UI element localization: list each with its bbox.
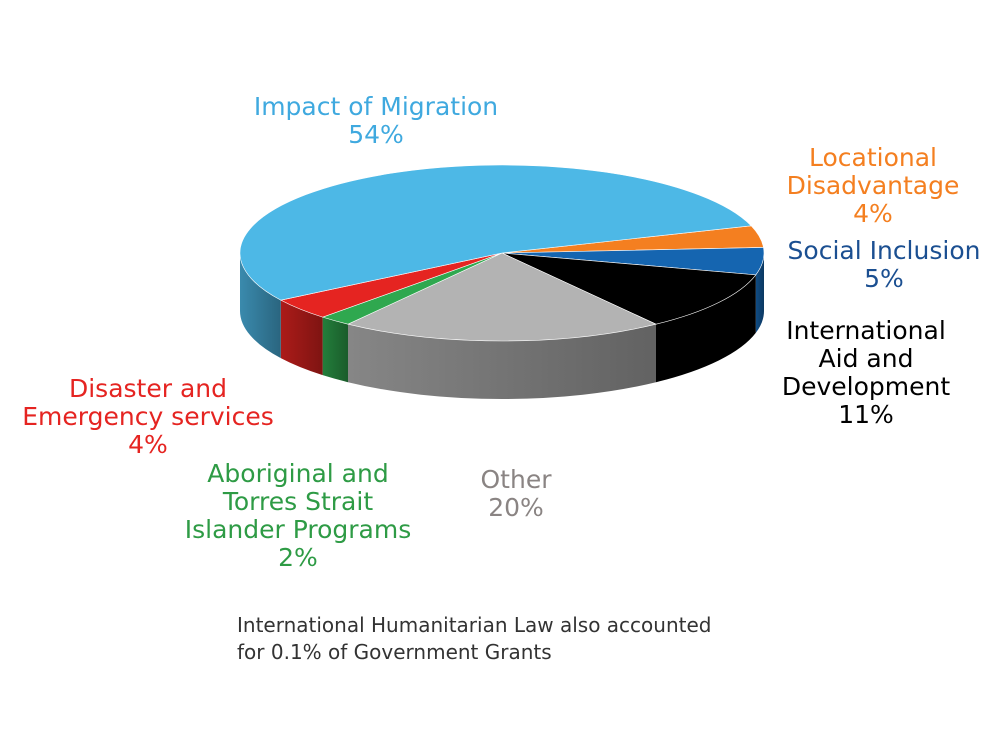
slice-percent: 20% bbox=[488, 493, 544, 522]
slice-label-line: Locational bbox=[809, 143, 937, 172]
footnote-line-1: International Humanitarian Law also acco… bbox=[237, 613, 712, 637]
slice-label-line: Impact of Migration bbox=[254, 92, 498, 121]
slice-label-line: Disaster and bbox=[69, 374, 227, 403]
label-international-aid-and-development: International Aid and Development 11% bbox=[782, 316, 950, 429]
slice-label-line: Aid and bbox=[819, 344, 914, 373]
slice-side-aboriginal-and-torres-strait-islander-programs bbox=[322, 317, 349, 383]
label-impact-of-migration: Impact of Migration 54% bbox=[254, 92, 498, 149]
label-social-inclusion: Social Inclusion 5% bbox=[788, 236, 981, 293]
slice-international-aid-and-development bbox=[501, 252, 757, 325]
label-aboriginal-and-torres-strait-islander-programs: Aboriginal and Torres Strait Islander Prog… bbox=[185, 459, 412, 572]
slice-side-social-inclusion bbox=[755, 253, 764, 333]
label-locational-disadvantage: Locational Disadvantage 4% bbox=[787, 143, 960, 228]
slice-labels: Locational Disadvantage 4%Social Inclusion… bbox=[22, 92, 980, 572]
footnote-line-2: for 0.1% of Government Grants bbox=[237, 640, 552, 664]
slice-percent: 4% bbox=[853, 199, 893, 228]
slice-label-line: Aboriginal and bbox=[207, 459, 388, 488]
slice-side-disaster-and-emergency-services bbox=[280, 300, 323, 376]
slice-impact-of-migration bbox=[239, 164, 752, 301]
slice-percent: 54% bbox=[348, 120, 404, 149]
label-other: Other 20% bbox=[481, 465, 553, 522]
slice-side-impact-of-migration bbox=[240, 253, 281, 359]
slice-percent: 11% bbox=[838, 400, 894, 429]
slice-percent: 5% bbox=[864, 264, 904, 293]
slice-label-line: Emergency services bbox=[22, 402, 274, 431]
slice-label-line: Torres Strait bbox=[222, 487, 373, 516]
label-disaster-and-emergency-services: Disaster and Emergency services 4% bbox=[22, 374, 274, 459]
slice-label-line: Other bbox=[481, 465, 553, 494]
slice-percent: 4% bbox=[128, 430, 168, 459]
slice-other bbox=[347, 252, 657, 342]
slice-percent: 2% bbox=[278, 543, 318, 572]
slice-label-line: Development bbox=[782, 372, 950, 401]
footnote: International Humanitarian Law also acco… bbox=[237, 612, 837, 666]
slice-label-line: Social Inclusion bbox=[788, 236, 981, 265]
slice-label-line: Disadvantage bbox=[787, 171, 960, 200]
pie-tops bbox=[239, 164, 765, 342]
slice-label-line: International bbox=[786, 316, 946, 345]
slice-side-international-aid-and-development bbox=[655, 274, 756, 383]
slice-label-line: Islander Programs bbox=[185, 515, 412, 544]
slice-side-other bbox=[348, 324, 656, 399]
pie-sides bbox=[240, 253, 764, 399]
